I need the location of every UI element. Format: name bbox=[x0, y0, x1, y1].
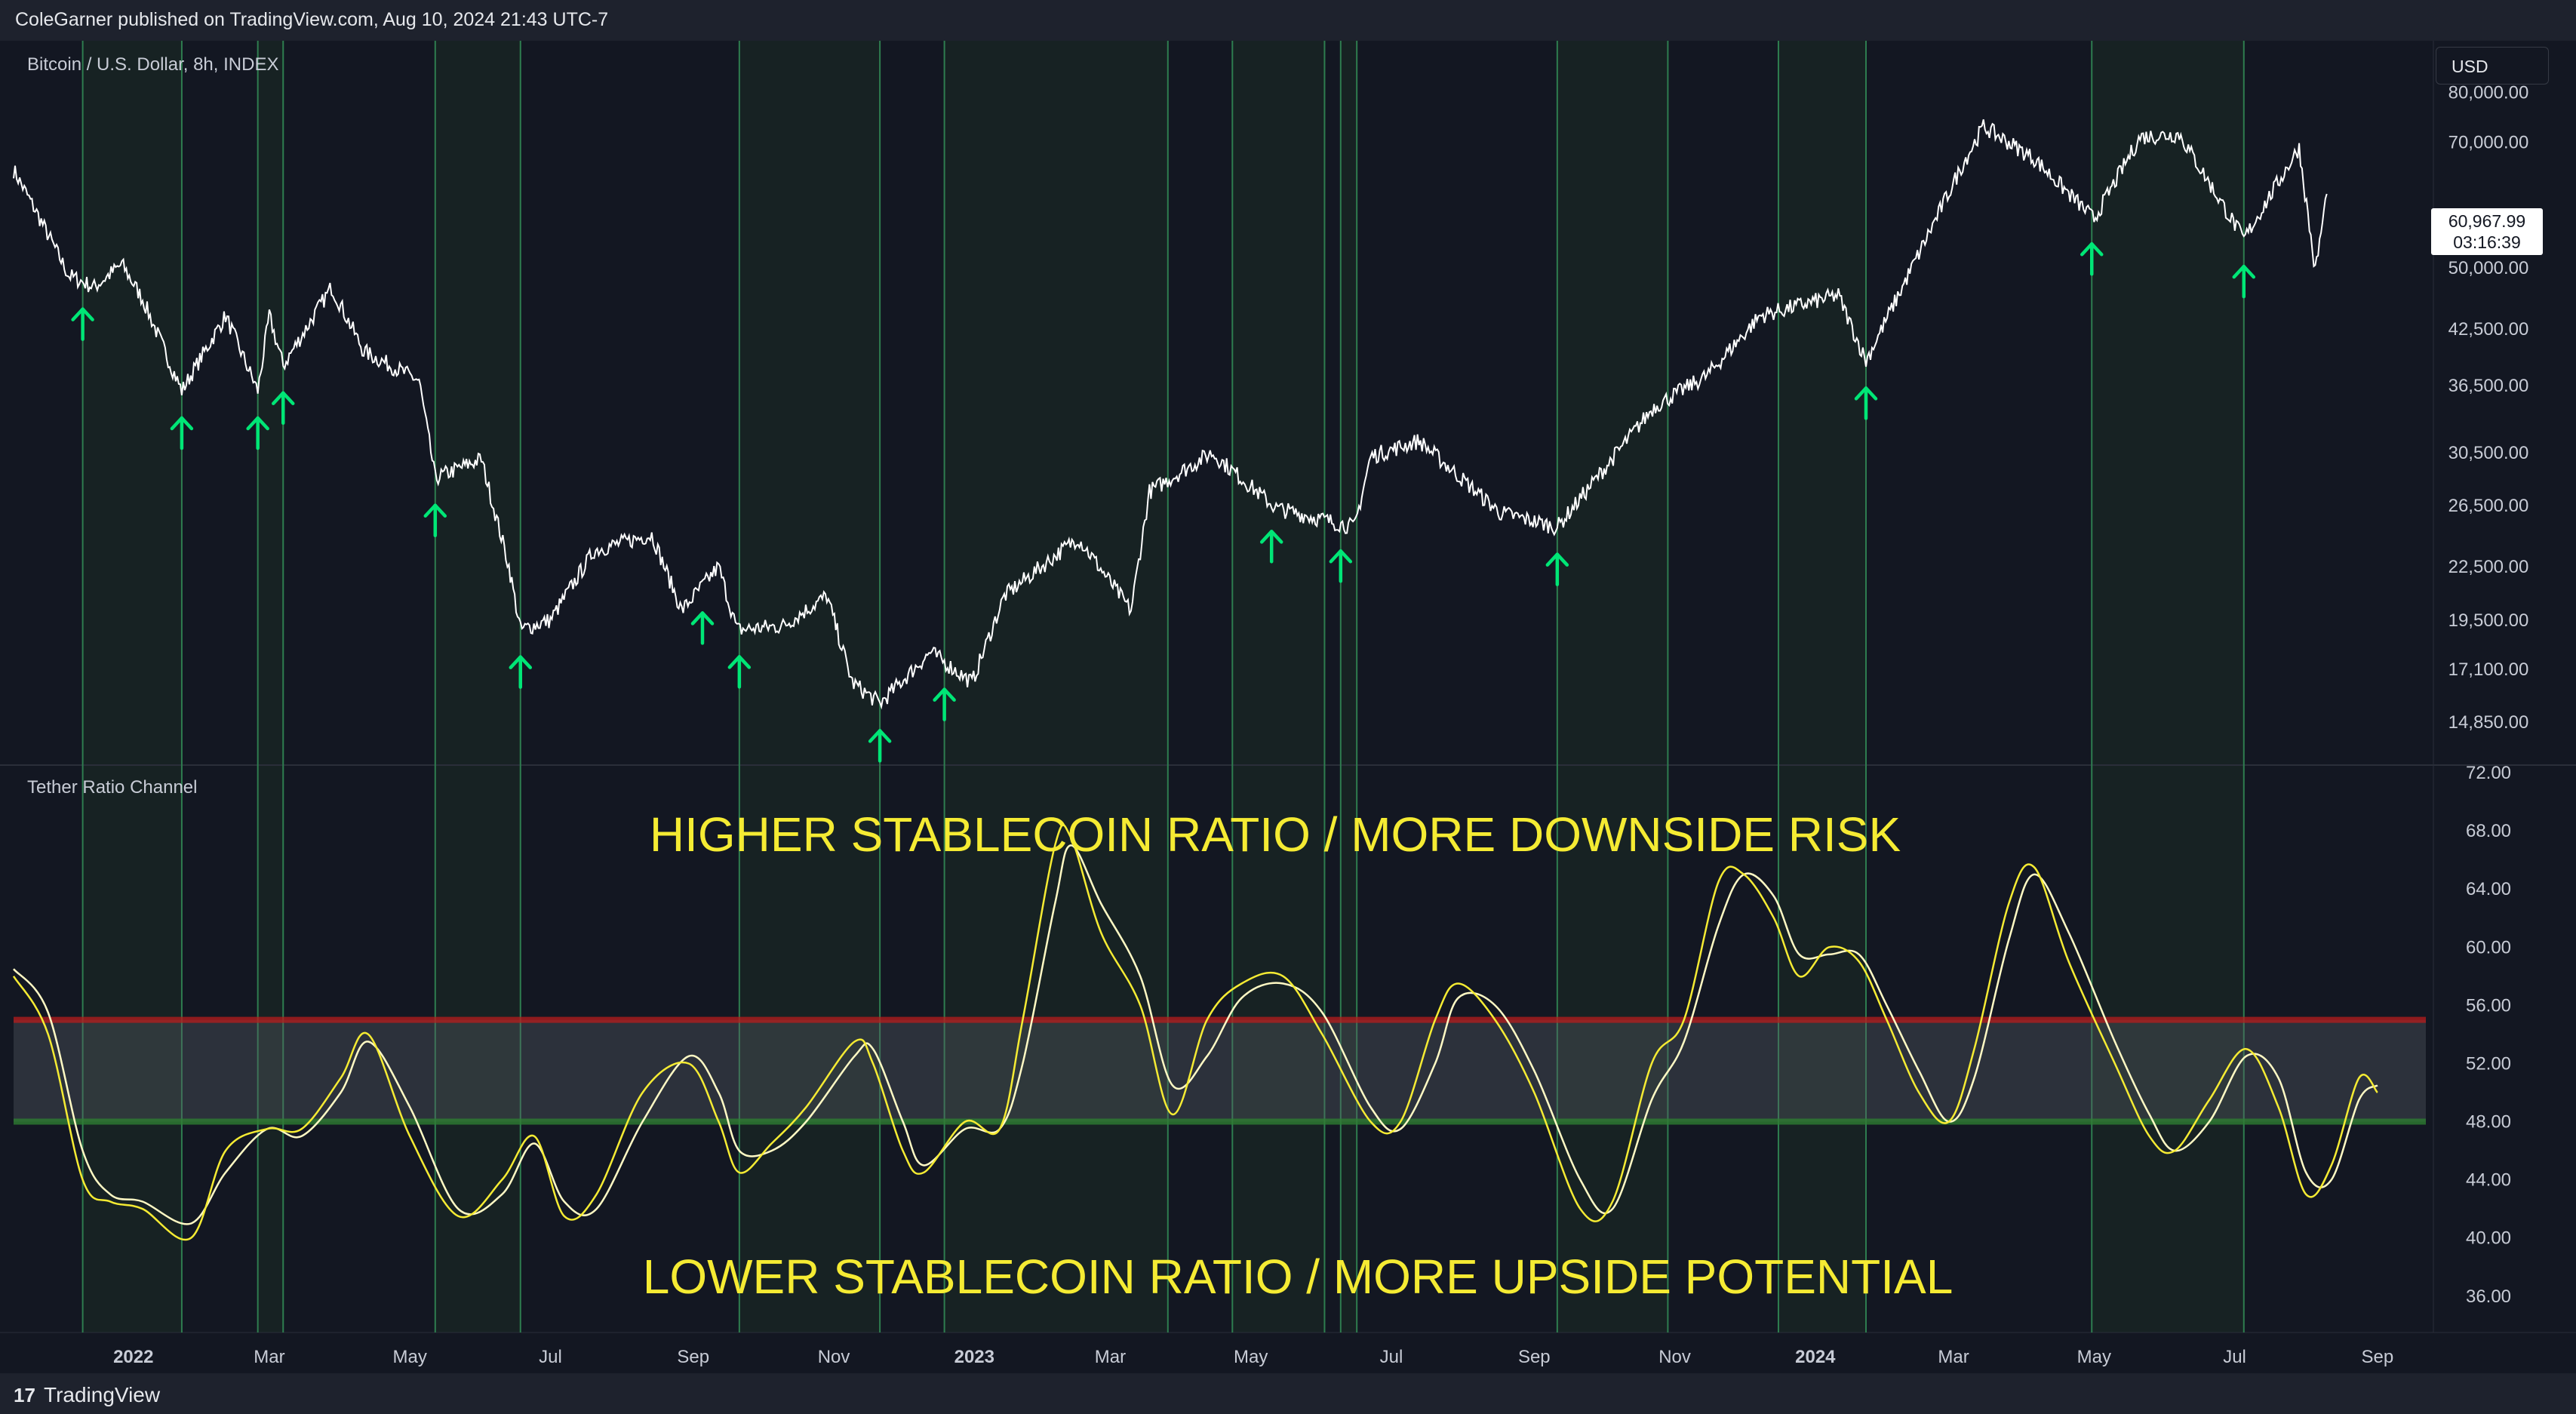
buy-signal-arrow-icon bbox=[1854, 386, 1878, 420]
published-by-text: ColeGarner published on TradingView.com,… bbox=[15, 9, 609, 30]
arrow-head bbox=[2080, 241, 2104, 257]
arrow-head bbox=[868, 729, 892, 743]
time-axis-tick: Sep bbox=[677, 1347, 709, 1367]
signal-band bbox=[944, 41, 1168, 1333]
buy-signal-arrow-icon bbox=[868, 729, 892, 763]
arrow-head bbox=[1545, 552, 1569, 567]
signal-band bbox=[1340, 41, 1357, 1333]
indicator-axis-tick: 52.00 bbox=[2466, 1053, 2511, 1074]
bar-countdown: 03:16:39 bbox=[2453, 232, 2521, 252]
price-axis-tick: 30,500.00 bbox=[2448, 443, 2529, 463]
indicator-axis-tick: 68.00 bbox=[2466, 821, 2511, 841]
time-axis-tick: Jul bbox=[1380, 1347, 1403, 1367]
time-axis-tick: Jul bbox=[2223, 1347, 2246, 1367]
signal-band bbox=[1778, 41, 1867, 1333]
annotation-upside-potential: LOWER STABLECOIN RATIO / MORE UPSIDE POT… bbox=[643, 1250, 1954, 1304]
buy-signal-arrow-icon bbox=[423, 503, 447, 538]
signal-band bbox=[1232, 41, 1325, 1333]
indicator-axis-tick: 48.00 bbox=[2466, 1112, 2511, 1133]
arrow-head bbox=[1854, 386, 1878, 401]
top-bar: ColeGarner published on TradingView.com,… bbox=[0, 0, 2576, 41]
arrow-head bbox=[2232, 264, 2256, 279]
price-axis-tick: 14,850.00 bbox=[2448, 712, 2529, 733]
arrow-head bbox=[509, 655, 533, 669]
price-axis-tick: 70,000.00 bbox=[2448, 133, 2529, 153]
arrow-head bbox=[933, 687, 956, 702]
indicator-axis-tick: 40.00 bbox=[2466, 1228, 2511, 1249]
arrow-head bbox=[170, 416, 194, 431]
indicator-axis-tick: 36.00 bbox=[2466, 1286, 2511, 1307]
signal-band bbox=[82, 41, 182, 1333]
tradingview-logo-icon[interactable]: 17 bbox=[14, 1384, 35, 1406]
symbol-title[interactable]: Bitcoin / U.S. Dollar, 8h, INDEX bbox=[27, 54, 279, 75]
channel-band bbox=[14, 1019, 2426, 1122]
indicator-axis-tick: 64.00 bbox=[2466, 879, 2511, 899]
buy-signal-arrow-icon bbox=[71, 307, 94, 341]
arrow-head bbox=[727, 655, 752, 669]
buy-signal-arrow-icon bbox=[509, 655, 533, 689]
arrow-head bbox=[272, 391, 295, 405]
time-axis-tick: 2022 bbox=[113, 1347, 153, 1367]
btc-price-line bbox=[13, 119, 2328, 710]
slow-ratio-line bbox=[13, 844, 2378, 1225]
arrow-head bbox=[71, 307, 94, 321]
signal-band bbox=[435, 41, 521, 1333]
indicator-axis-tick: 60.00 bbox=[2466, 937, 2511, 958]
price-axis-tick: 36,500.00 bbox=[2448, 376, 2529, 396]
chart-canvas[interactable]: 80,000.00 70,000.00 50,000.00 42,500.00 36,5… bbox=[0, 41, 2576, 1373]
currency-button[interactable]: USD bbox=[2436, 47, 2549, 85]
arrow-head bbox=[1259, 530, 1283, 544]
time-axis-tick: Sep bbox=[2362, 1347, 2394, 1367]
price-axis-tick: 26,500.00 bbox=[2448, 496, 2529, 516]
time-axis-tick: May bbox=[2077, 1347, 2111, 1367]
arrow-head bbox=[1329, 549, 1353, 564]
time-axis-tick: Mar bbox=[1938, 1347, 1969, 1367]
arrow-head bbox=[690, 611, 715, 626]
price-axis-tick: 50,000.00 bbox=[2448, 258, 2529, 278]
price-axis-tick: 22,500.00 bbox=[2448, 557, 2529, 577]
arrow-head bbox=[423, 503, 447, 518]
time-axis-tick: Mar bbox=[254, 1347, 284, 1367]
signal-band bbox=[257, 41, 284, 1333]
time-axis-tick: 2024 bbox=[1795, 1347, 1836, 1367]
time-axis-tick: May bbox=[1234, 1347, 1268, 1367]
indicator-axis-tick: 56.00 bbox=[2466, 995, 2511, 1016]
signal-band bbox=[1557, 41, 1668, 1333]
buy-signal-arrow-icon bbox=[1329, 549, 1353, 583]
annotation-higher-risk: HIGHER STABLECOIN RATIO / MORE DOWNSIDE … bbox=[650, 807, 1901, 862]
price-axis-tick: 19,500.00 bbox=[2448, 610, 2529, 631]
signal-band bbox=[2092, 41, 2244, 1333]
last-price-label: 60,967.99 03:16:39 bbox=[2431, 208, 2543, 255]
buy-signal-arrow-icon bbox=[246, 416, 269, 450]
time-axis-tick: Nov bbox=[1658, 1347, 1691, 1367]
last-price: 60,967.99 bbox=[2448, 211, 2526, 231]
indicator-axis-tick: 72.00 bbox=[2466, 763, 2511, 783]
buy-signal-arrow-icon bbox=[933, 687, 956, 721]
buy-signal-arrow-icon bbox=[690, 611, 715, 645]
buy-signal-arrow-icon bbox=[727, 655, 752, 689]
tradingview-brand[interactable]: TradingView bbox=[44, 1383, 161, 1406]
time-axis-tick: Sep bbox=[1518, 1347, 1551, 1367]
time-axis-tick: Nov bbox=[818, 1347, 850, 1367]
fast-ratio-line bbox=[12, 824, 2378, 1241]
time-axis-tick: 2023 bbox=[954, 1347, 994, 1367]
buy-signal-arrow-icon bbox=[1545, 552, 1569, 586]
buy-signal-arrow-icon bbox=[170, 416, 194, 450]
price-axis-tick: 80,000.00 bbox=[2448, 82, 2529, 103]
indicator-axis-tick: 44.00 bbox=[2466, 1170, 2511, 1191]
time-axis-tick: Jul bbox=[539, 1347, 562, 1367]
buy-signal-arrow-icon bbox=[2080, 241, 2104, 276]
buy-signal-arrow-icon bbox=[272, 391, 295, 425]
chart-area[interactable]: 80,000.00 70,000.00 50,000.00 42,500.00 36,5… bbox=[0, 41, 2576, 1373]
footer-bar: 17 TradingView bbox=[0, 1373, 2576, 1414]
price-axis-tick: 17,100.00 bbox=[2448, 659, 2529, 680]
time-axis-tick: Mar bbox=[1095, 1347, 1126, 1367]
arrow-head bbox=[246, 416, 269, 431]
time-axis-tick: May bbox=[393, 1347, 427, 1367]
buy-signal-arrow-icon bbox=[1259, 530, 1283, 564]
price-axis-tick: 42,500.00 bbox=[2448, 319, 2529, 340]
indicator-title[interactable]: Tether Ratio Channel bbox=[27, 777, 198, 798]
buy-signal-arrow-icon bbox=[2232, 264, 2256, 299]
